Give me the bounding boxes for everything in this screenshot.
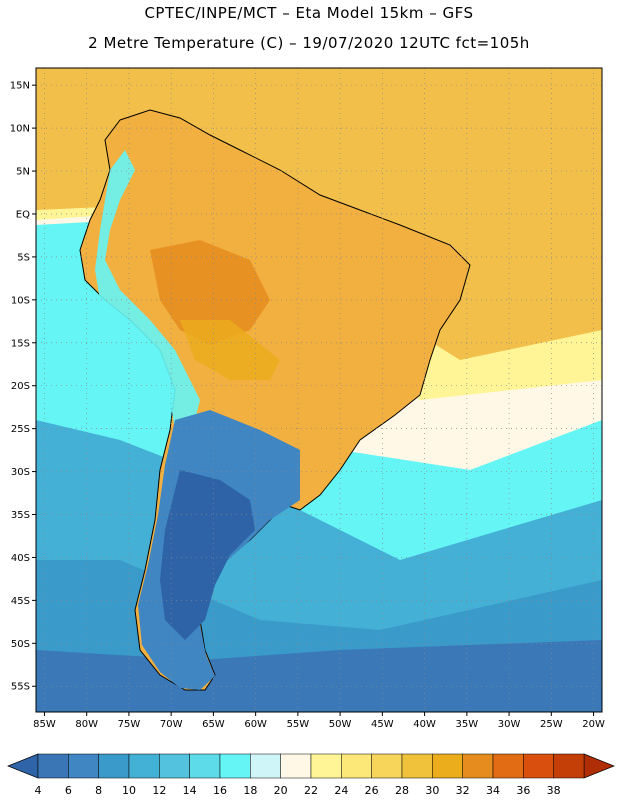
colorbar-label: 32 (456, 784, 470, 797)
colorbar-low-arrow (7, 753, 39, 779)
colorbar-label: 16 (213, 784, 227, 797)
colorbar-label: 10 (122, 784, 136, 797)
map-subtitle: 2 Metre Temperature (C) – 19/07/2020 12U… (88, 34, 530, 52)
colorbar-swatch (189, 753, 221, 779)
colorbar-swatch (341, 753, 372, 779)
lon-tick-label: 35W (456, 719, 479, 730)
colorbar-swatch (250, 753, 281, 779)
colorbar-high-arrow (583, 753, 615, 779)
lon-tick-label: 75W (118, 719, 141, 730)
lat-tick-label: 5S (17, 252, 30, 263)
colorbar-swatch (523, 753, 554, 779)
andes-cool-region (95, 150, 200, 430)
colorbar-label: 34 (486, 784, 500, 797)
lat-tick-label: 10N (10, 124, 30, 135)
colorbar-label: 20 (274, 784, 288, 797)
colorbar-swatch (37, 753, 69, 779)
colorbar-swatch (159, 753, 190, 779)
colorbar-label: 28 (395, 784, 409, 797)
lat-tick-label: 40S (11, 553, 30, 564)
colorbar-label: 4 (35, 784, 42, 797)
ocean-band-6 (36, 640, 602, 712)
lat-tick-label: 50S (11, 639, 30, 650)
lat-tick-label: 5N (16, 167, 30, 178)
colorbar-swatch (98, 753, 130, 779)
colorbar: 4 6 8 10 12 14 16 18 20 22 24 26 28 30 32 34 36 38 (7, 753, 615, 797)
amazon-hot-region (150, 240, 270, 345)
colorbar-swatch (310, 753, 342, 779)
colorbar-label: 18 (243, 784, 257, 797)
colorbar-label: 26 (365, 784, 379, 797)
bolivia-hot-region (180, 320, 280, 380)
colorbar-label: 12 (152, 784, 166, 797)
argentina-core-cold (160, 470, 255, 640)
map-field (36, 68, 602, 712)
colorbar-swatch (553, 753, 585, 779)
lon-tick-label: 70W (160, 719, 183, 730)
lon-tick-label: 40W (413, 719, 436, 730)
lon-tick-label: 45W (371, 719, 394, 730)
lon-tick-label: 50W (329, 719, 352, 730)
lat-tick-label: 55S (11, 682, 30, 693)
lon-tick-label: 60W (244, 719, 267, 730)
lat-tick-label: EQ (16, 209, 30, 220)
lon-tick-label: 55W (287, 719, 310, 730)
colorbar-label: 22 (304, 784, 318, 797)
lon-tick-label: 20W (582, 719, 605, 730)
colorbar-label: 14 (183, 784, 197, 797)
lon-tick-label: 85W (33, 719, 56, 730)
lat-tick-label: 15N (10, 81, 30, 92)
colorbar-swatch (492, 753, 524, 779)
map-title: CPTEC/INPE/MCT – Eta Model 15km – GFS (144, 4, 474, 22)
map-frame (35, 67, 603, 713)
lat-tick-label: 30S (11, 467, 30, 478)
lat-tick-label: 20S (11, 381, 30, 392)
lat-tick-label: 15S (11, 338, 30, 349)
colorbar-swatch (432, 753, 463, 779)
colorbar-label: 6 (65, 784, 72, 797)
colorbar-swatch (128, 753, 160, 779)
colorbar-label: 30 (425, 784, 439, 797)
lon-tick-label: 80W (75, 719, 98, 730)
colorbar-label: 8 (95, 784, 102, 797)
colorbar-swatch (219, 753, 251, 779)
lat-tick-label: 10S (11, 295, 30, 306)
lon-tick-label: 65W (202, 719, 225, 730)
lon-tick-label: 25W (540, 719, 563, 730)
colorbar-swatch (401, 753, 433, 779)
colorbar-label: 24 (334, 784, 348, 797)
axis-ticks: 15N 10N 5N EQ 5S 10S 15S 20S 25S 30S 35S 40S 45S 50S 5… (10, 81, 605, 730)
colorbar-swatch (68, 753, 99, 779)
lon-tick-label: 30W (498, 719, 521, 730)
colorbar-swatch (280, 753, 312, 779)
colorbar-swatch (371, 753, 403, 779)
colorbar-swatch (462, 753, 494, 779)
lat-tick-label: 25S (11, 424, 30, 435)
lat-tick-label: 45S (11, 596, 30, 607)
lat-tick-label: 35S (11, 510, 30, 521)
colorbar-label: 36 (516, 784, 530, 797)
colorbar-label: 38 (547, 784, 561, 797)
